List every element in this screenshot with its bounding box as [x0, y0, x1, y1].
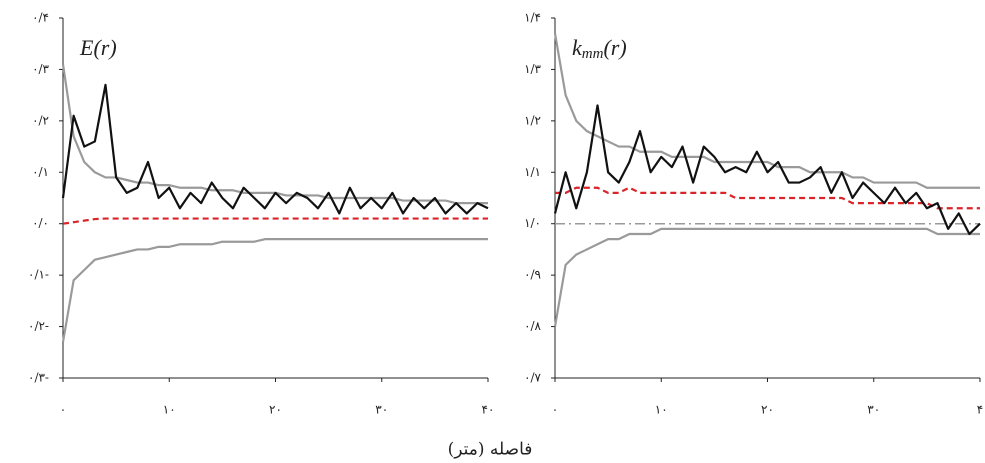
x-tick-label: ۴ — [977, 403, 983, 417]
y-tick-label: ۰/۲ — [32, 113, 49, 127]
series-line — [553, 33, 980, 189]
y-tick-label: ۰/۱- — [28, 268, 49, 282]
x-tick-label: ۰ — [60, 403, 66, 417]
series-line — [61, 83, 489, 215]
annotation: E(r) — [79, 35, 117, 60]
y-tick-label: ۰/۳- — [28, 371, 49, 385]
annotation: k — [572, 35, 583, 60]
annotation: (r) — [603, 35, 626, 60]
y-tick-label: ۰/۷ — [524, 371, 541, 385]
x-tick-label: ۲۰ — [761, 403, 774, 417]
x-tick-label: ۴۰ — [482, 403, 495, 417]
x-tick-label: ۱۰ — [655, 403, 668, 417]
y-tick-label: ۰/۱ — [32, 165, 49, 179]
series-line — [61, 64, 488, 205]
y-tick-label: ۱/۱ — [524, 165, 541, 179]
x-tick-label: ۱۰ — [163, 403, 176, 417]
x-tick-label: ۲۰ — [269, 403, 282, 417]
y-tick-label: ۰/۴ — [32, 11, 49, 25]
annotation: kmm(r) — [572, 35, 627, 62]
y-tick-label: ۰/۰ — [32, 216, 49, 230]
y-tick-label: ۰/۳ — [32, 62, 49, 76]
x-tick-label: ۰ — [552, 403, 558, 417]
series-line — [553, 227, 980, 327]
series-line — [555, 186, 980, 210]
series-line — [61, 238, 488, 343]
y-tick-label: ۰/۲- — [28, 319, 49, 333]
y-tick-label: ۰/۸ — [524, 319, 541, 333]
y-tick-label: ۱/۲ — [524, 113, 541, 127]
x-tick-label: ۳۰ — [375, 403, 388, 417]
x-axis-label: فاصله (متر) — [448, 440, 533, 460]
y-tick-label: ۰/۹ — [524, 268, 541, 282]
y-tick-label: ۱/۳ — [524, 62, 541, 76]
annotation: mm — [582, 46, 604, 62]
y-tick-label: ۱/۰ — [524, 216, 541, 230]
y-tick-label: ۱/۴ — [524, 11, 541, 25]
x-tick-label: ۳۰ — [867, 403, 880, 417]
series-line — [62, 217, 488, 225]
series-line — [553, 104, 981, 236]
